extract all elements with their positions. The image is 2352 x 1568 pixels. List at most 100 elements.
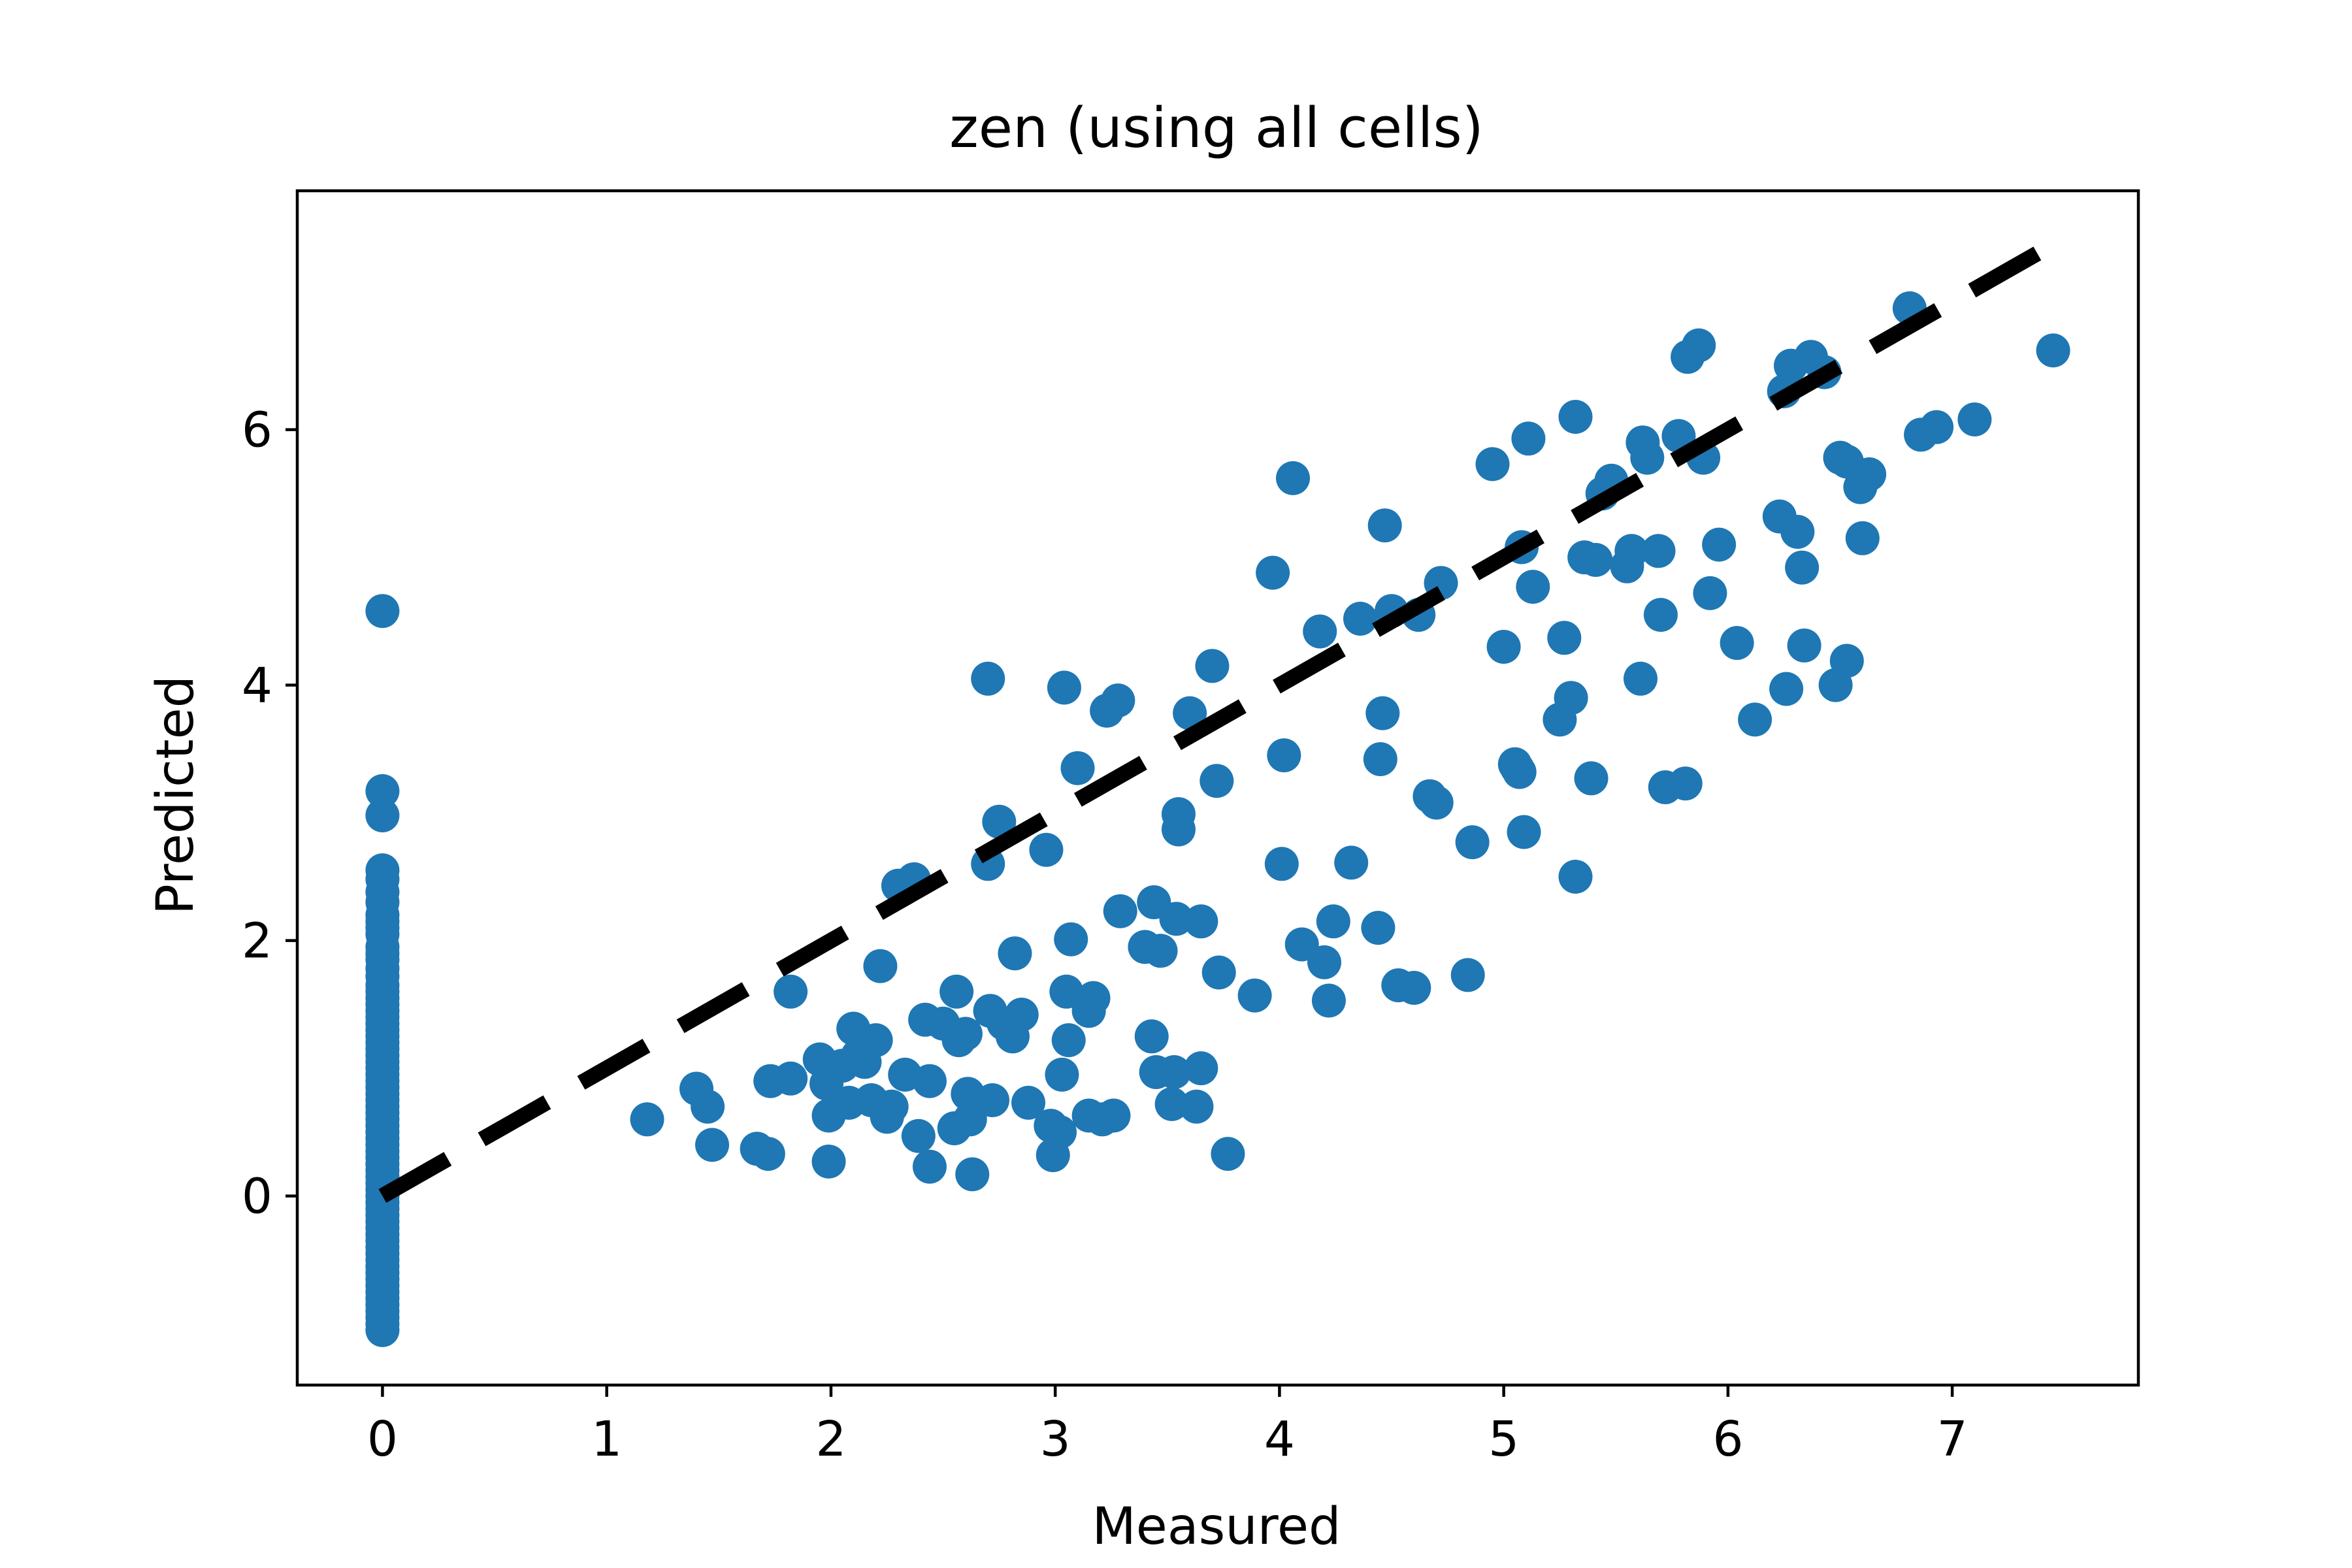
x-tick-label: 2: [815, 1411, 846, 1467]
x-axis-label: Measured: [1092, 1497, 1341, 1556]
data-point: [1511, 421, 1546, 456]
data-point: [1787, 629, 1821, 662]
data-point: [1054, 922, 1088, 956]
x-tick-label: 4: [1264, 1411, 1295, 1467]
data-point: [1919, 410, 1954, 444]
data-point: [1668, 766, 1703, 801]
reference-line: [378, 237, 2057, 1203]
data-point: [1643, 598, 1678, 632]
data-point: [1547, 621, 1582, 655]
data-point: [982, 804, 1017, 839]
data-point: [1720, 626, 1754, 661]
data-point: [774, 1061, 808, 1096]
data-point: [1200, 764, 1234, 798]
data-point: [1693, 576, 1727, 610]
data-point: [1502, 755, 1537, 789]
data-point: [1334, 845, 1369, 880]
data-point: [1143, 934, 1178, 968]
data-point: [1029, 832, 1064, 867]
data-point: [1316, 904, 1350, 939]
data-point: [365, 594, 400, 629]
data-point: [1060, 751, 1095, 785]
y-tick-label: 4: [242, 658, 272, 714]
data-point: [1486, 630, 1521, 664]
data-point: [948, 1017, 983, 1051]
data-point: [1829, 644, 1864, 678]
data-point: [912, 1064, 947, 1098]
data-point: [1047, 670, 1081, 705]
data-point: [2036, 333, 2070, 368]
data-point: [1574, 761, 1609, 796]
data-point: [1311, 983, 1346, 1018]
data-point: [1397, 971, 1431, 1005]
data-point: [1558, 400, 1593, 434]
x-tick-label: 5: [1488, 1411, 1519, 1467]
data-point: [1201, 955, 1236, 990]
data-point: [1738, 702, 1772, 737]
points-layer: [365, 291, 2070, 1347]
data-point: [1682, 328, 1716, 363]
data-point: [1419, 785, 1454, 820]
x-axis-ticks: 0 1 2 3 4 5 6 7: [367, 1385, 1968, 1467]
data-point: [365, 774, 400, 808]
data-point: [1624, 661, 1658, 696]
data-point: [630, 1102, 664, 1137]
data-point: [1276, 461, 1310, 495]
data-point: [912, 1149, 947, 1184]
data-point: [1267, 738, 1301, 773]
data-point: [1179, 1089, 1214, 1124]
data-point: [1184, 1051, 1218, 1086]
data-point: [975, 1083, 1009, 1117]
data-point: [939, 974, 974, 1009]
data-point: [863, 949, 898, 983]
data-point: [901, 1119, 936, 1153]
data-point: [1516, 570, 1550, 604]
x-tick-label: 7: [1937, 1411, 1968, 1467]
data-point: [1184, 904, 1218, 939]
data-point: [1780, 515, 1815, 549]
data-point: [1554, 681, 1588, 715]
data-point: [1096, 1098, 1131, 1133]
data-point: [1475, 447, 1510, 482]
data-point: [1507, 815, 1541, 849]
data-point: [1769, 672, 1804, 706]
data-point: [1558, 859, 1593, 894]
data-point: [1343, 602, 1377, 636]
data-point: [774, 974, 808, 1009]
data-point: [1578, 543, 1613, 577]
data-point: [998, 936, 1032, 971]
data-point: [1103, 894, 1137, 928]
data-point: [1641, 534, 1676, 568]
data-point: [1303, 614, 1337, 649]
data-point: [1157, 1055, 1192, 1089]
data-point: [691, 1089, 725, 1124]
data-point: [1159, 902, 1194, 936]
data-point: [1845, 521, 1880, 555]
x-tick-label: 1: [591, 1411, 622, 1467]
data-point: [1161, 812, 1196, 847]
y-tick-label: 0: [242, 1169, 272, 1225]
data-point: [1049, 974, 1084, 1009]
data-point: [1043, 1115, 1077, 1149]
data-point: [1852, 457, 1887, 491]
chart-title: zen (using all cells): [949, 96, 1484, 161]
x-tick-label: 6: [1712, 1411, 1743, 1467]
y-tick-label: 6: [242, 402, 272, 459]
data-point: [695, 1128, 729, 1162]
data-point: [1264, 847, 1299, 881]
data-point: [971, 661, 1005, 696]
data-point: [1363, 742, 1397, 776]
data-point: [953, 1102, 987, 1137]
data-point: [1211, 1137, 1245, 1171]
data-point: [1957, 402, 1992, 436]
data-point: [1154, 1086, 1189, 1121]
data-point: [874, 1089, 909, 1124]
data-point: [1011, 1085, 1045, 1120]
data-point: [1237, 978, 1272, 1013]
data-point: [1455, 825, 1490, 860]
data-point: [1361, 911, 1396, 945]
data-point: [1307, 945, 1341, 979]
data-point: [1045, 1057, 1079, 1092]
